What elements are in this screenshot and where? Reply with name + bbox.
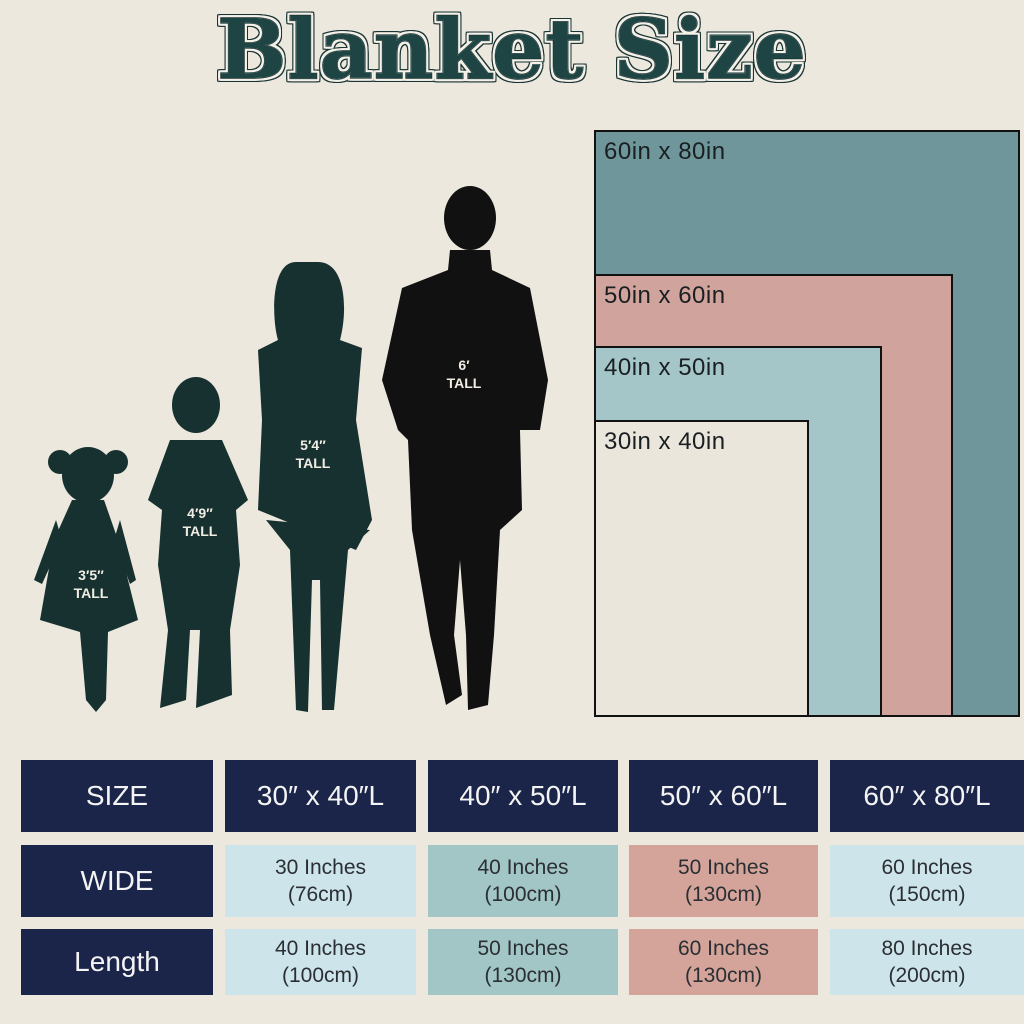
blanket-label: 40in x 50in: [604, 354, 726, 381]
table-cell: 40 Inches (100cm): [225, 929, 416, 995]
table-cell: 80 Inches (200cm): [830, 929, 1024, 995]
blanket-label: 30in x 40in: [604, 428, 726, 455]
figure-label-girl: 3′5″ TALL: [56, 566, 126, 602]
figure-label-man: 6′ TALL: [429, 356, 499, 392]
inches-text: 50 Inches: [677, 856, 770, 879]
header-col: 50″ x 60″L: [629, 760, 818, 832]
inches-text: 60 Inches: [881, 856, 973, 879]
cm-text: (76cm): [287, 883, 354, 906]
woman-silhouette: [258, 262, 372, 712]
inches-text: 40 Inches: [274, 937, 367, 960]
cm-text: (130cm): [684, 964, 763, 987]
table-cell: 60 Inches (150cm): [830, 845, 1024, 917]
cm-text: (130cm): [684, 883, 763, 906]
tall-text: TALL: [73, 585, 109, 601]
row-label-wide: WIDE: [21, 845, 213, 917]
blanket-label: 50in x 60in: [604, 282, 726, 309]
table-cell: 50 Inches (130cm): [428, 929, 618, 995]
height-text: 5′4″: [300, 437, 326, 453]
silhouettes: [34, 186, 548, 712]
inches-text: 50 Inches: [477, 937, 569, 960]
page-title: Blanket Size: [216, 1, 807, 99]
row-label-length: Length: [21, 929, 213, 995]
boy-silhouette: [148, 377, 248, 708]
cm-text: (100cm): [484, 883, 562, 906]
blanket-30x40: 30in x 40in: [594, 420, 809, 717]
cm-text: (150cm): [888, 883, 966, 906]
cm-text: (100cm): [281, 964, 360, 987]
inches-text: 60 Inches: [677, 937, 770, 960]
cm-text: (130cm): [484, 964, 562, 987]
table-cell: 30 Inches (76cm): [225, 845, 416, 917]
blanket-label: 60in x 80in: [604, 138, 726, 165]
table-cell: 40 Inches (100cm): [428, 845, 618, 917]
figure-label-boy: 4′9″ TALL: [165, 504, 235, 540]
table-cell: 50 Inches (130cm): [629, 845, 818, 917]
cm-text: (200cm): [888, 964, 966, 987]
header-col: 40″ x 50″L: [428, 760, 618, 832]
figure-label-woman: 5′4″ TALL: [278, 436, 348, 472]
height-text: 6′: [458, 357, 470, 373]
tall-text: TALL: [295, 455, 331, 471]
inches-text: 80 Inches: [881, 937, 973, 960]
header-col: 60″ x 80″L: [830, 760, 1024, 832]
height-text: 3′5″: [78, 567, 104, 583]
height-text: 4′9″: [187, 505, 213, 521]
tall-text: TALL: [446, 375, 482, 391]
tall-text: TALL: [182, 523, 218, 539]
man-silhouette: [382, 186, 548, 710]
header-size: SIZE: [21, 760, 213, 832]
header-col: 30″ x 40″L: [225, 760, 416, 832]
inches-text: 40 Inches: [477, 856, 569, 879]
inches-text: 30 Inches: [274, 856, 367, 879]
girl-silhouette: [34, 447, 138, 712]
table-cell: 60 Inches (130cm): [629, 929, 818, 995]
